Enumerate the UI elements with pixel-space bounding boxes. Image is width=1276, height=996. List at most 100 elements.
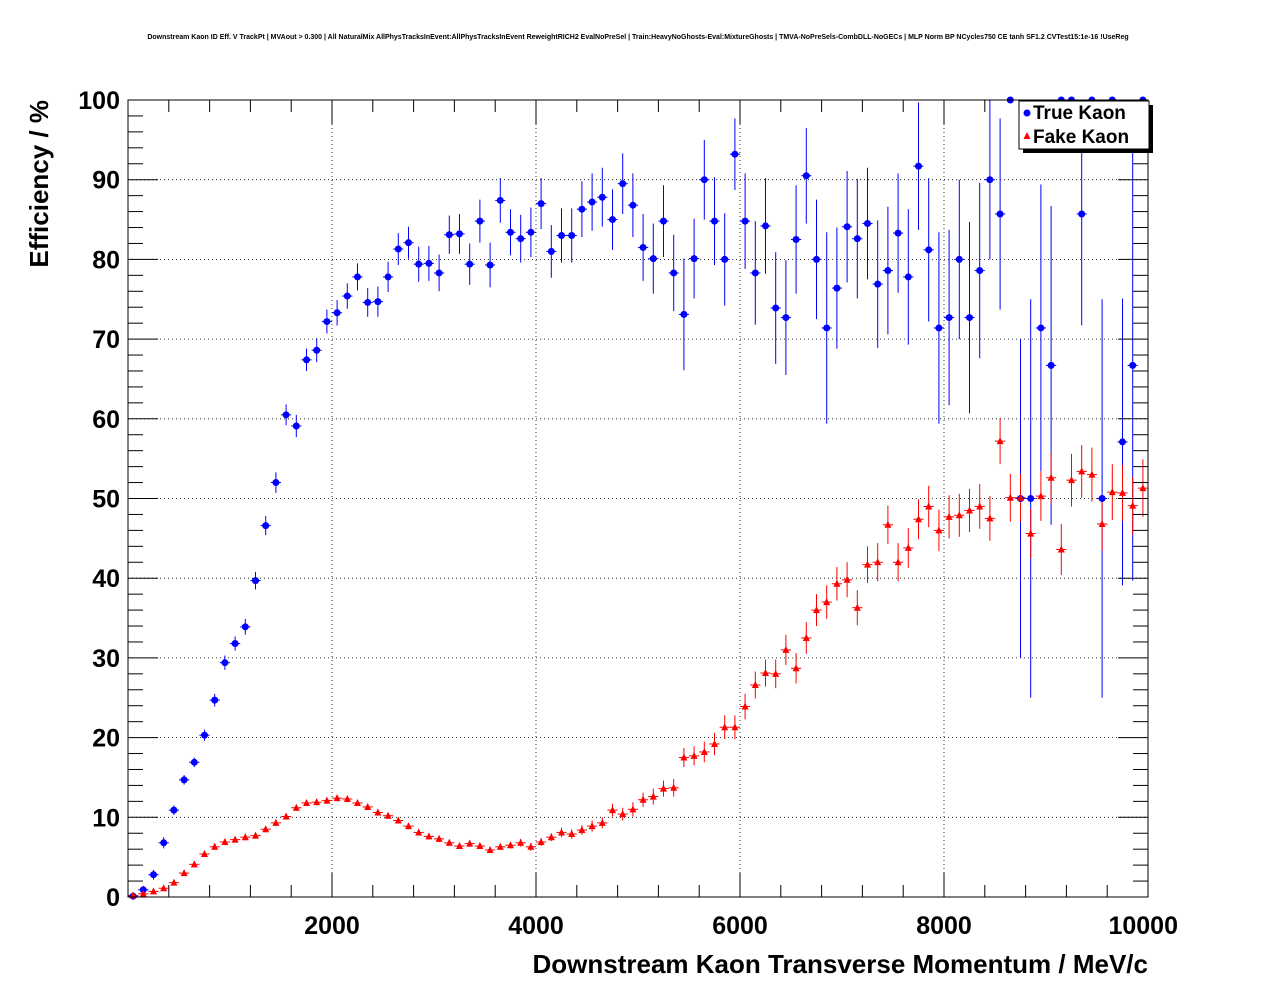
data-point-true-kaon xyxy=(384,273,392,281)
tick-labels: 0 10 20 30 40 50 60 70 80 90 100 2000 4000 6000 8000 10… xyxy=(78,87,1178,940)
data-point-true-kaon xyxy=(711,217,718,225)
data-point-true-kaon xyxy=(660,217,667,225)
data-point-true-kaon xyxy=(823,324,831,332)
data-point-fake-kaon xyxy=(1078,467,1086,475)
data-point-true-kaon xyxy=(884,267,892,275)
data-point-fake-kaon xyxy=(792,664,800,672)
data-point-true-kaon xyxy=(619,180,627,188)
data-point-fake-kaon xyxy=(690,751,698,759)
data-point-true-kaon xyxy=(272,479,280,487)
data-point-true-kaon xyxy=(843,223,851,231)
data-point-true-kaon xyxy=(782,314,790,322)
data-point-true-kaon xyxy=(700,176,708,184)
data-point-true-kaon xyxy=(537,200,545,208)
data-point-fake-kaon xyxy=(588,822,596,830)
data-point-fake-kaon xyxy=(1057,545,1065,553)
data-point-true-kaon xyxy=(343,292,351,300)
data-point-fake-kaon xyxy=(1017,493,1024,501)
data-point-fake-kaon xyxy=(670,783,678,791)
y-tick-label: 50 xyxy=(92,486,120,514)
data-point-true-kaon xyxy=(496,196,504,204)
data-point-fake-kaon xyxy=(343,794,351,802)
data-point-fake-kaon xyxy=(1098,520,1106,528)
data-point-fake-kaon xyxy=(476,841,484,849)
data-point-true-kaon xyxy=(150,871,157,879)
data-point-true-kaon xyxy=(792,235,800,243)
data-point-fake-kaon xyxy=(945,512,953,520)
data-point-fake-kaon xyxy=(568,830,576,838)
data-point-fake-kaon xyxy=(384,811,392,819)
data-point-fake-kaon xyxy=(680,753,688,761)
data-point-true-kaon xyxy=(762,222,769,230)
grid-lines xyxy=(128,100,1148,897)
data-point-true-kaon xyxy=(813,255,820,263)
data-point-true-kaon xyxy=(578,205,586,213)
data-point-fake-kaon xyxy=(996,437,1004,445)
x-tick-label: 8000 xyxy=(916,912,972,940)
data-point-true-kaon xyxy=(374,298,382,306)
data-point-fake-kaon xyxy=(537,838,545,846)
data-point-true-kaon xyxy=(996,210,1004,218)
data-point-fake-kaon xyxy=(1129,501,1137,509)
data-point-true-kaon xyxy=(425,259,433,267)
data-point-fake-kaon xyxy=(1119,488,1126,496)
data-point-fake-kaon xyxy=(1108,488,1116,496)
data-point-fake-kaon xyxy=(517,838,525,846)
data-point-true-kaon xyxy=(466,260,474,268)
data-point-true-kaon xyxy=(904,273,912,281)
legend-label-true-kaon: True Kaon xyxy=(1033,103,1126,124)
data-point-fake-kaon xyxy=(333,794,341,802)
data-point-true-kaon xyxy=(772,304,780,312)
data-point-true-kaon xyxy=(945,314,953,322)
data-point-true-kaon xyxy=(976,267,984,275)
data-point-fake-kaon xyxy=(425,832,433,840)
data-point-true-kaon xyxy=(476,217,484,225)
data-point-true-kaon xyxy=(160,839,168,847)
data-point-fake-kaon xyxy=(252,831,259,839)
x-tick-label: 4000 xyxy=(508,912,564,940)
y-tick-label: 40 xyxy=(92,565,120,593)
y-tick-label: 100 xyxy=(78,87,120,115)
data-point-fake-kaon xyxy=(843,575,851,583)
data-point-fake-kaon xyxy=(323,796,331,804)
data-point-fake-kaon xyxy=(833,579,841,587)
data-point-fake-kaon xyxy=(466,839,474,847)
data-point-fake-kaon xyxy=(221,838,229,846)
data-point-true-kaon xyxy=(1098,495,1106,502)
data-point-true-kaon xyxy=(670,269,678,277)
data-point-fake-kaon xyxy=(802,633,810,641)
data-point-true-kaon xyxy=(1078,210,1086,218)
legend-box xyxy=(1018,100,1150,150)
x-axis-label: Downstream Kaon Transverse Momentum / Me… xyxy=(532,949,1148,979)
data-point-true-kaon xyxy=(731,150,739,158)
data-point-true-kaon xyxy=(568,231,576,239)
data-point-true-kaon xyxy=(588,198,596,206)
data-point-true-kaon xyxy=(323,318,331,326)
data-point-true-kaon xyxy=(649,255,657,263)
data-point-true-kaon xyxy=(935,324,943,332)
x-tick-label: 2000 xyxy=(304,912,360,940)
data-point-fake-kaon xyxy=(558,828,565,836)
data-point-fake-kaon xyxy=(700,747,708,755)
data-point-fake-kaon xyxy=(966,506,973,514)
data-point-fake-kaon xyxy=(894,558,902,566)
data-point-fake-kaon xyxy=(272,818,280,826)
data-point-true-kaon xyxy=(303,356,310,364)
y-tick-label: 70 xyxy=(92,326,120,354)
data-point-fake-kaon xyxy=(609,806,616,814)
y-tick-label: 0 xyxy=(106,884,120,912)
data-point-fake-kaon xyxy=(405,822,412,830)
y-axis-label: Efficiency / % xyxy=(24,100,54,268)
data-point-fake-kaon xyxy=(354,798,361,806)
data-point-true-kaon xyxy=(547,247,555,255)
data-point-fake-kaon xyxy=(1139,484,1147,492)
data-point-true-kaon xyxy=(598,193,606,201)
data-point-fake-kaon xyxy=(874,558,882,566)
y-tick-label: 10 xyxy=(92,804,120,832)
data-point-fake-kaon xyxy=(241,833,249,841)
data-point-true-kaon xyxy=(262,522,270,530)
data-point-true-kaon xyxy=(170,806,178,814)
data-point-true-kaon xyxy=(517,235,525,243)
data-point-true-kaon xyxy=(1027,495,1035,502)
data-point-fake-kaon xyxy=(598,818,606,826)
